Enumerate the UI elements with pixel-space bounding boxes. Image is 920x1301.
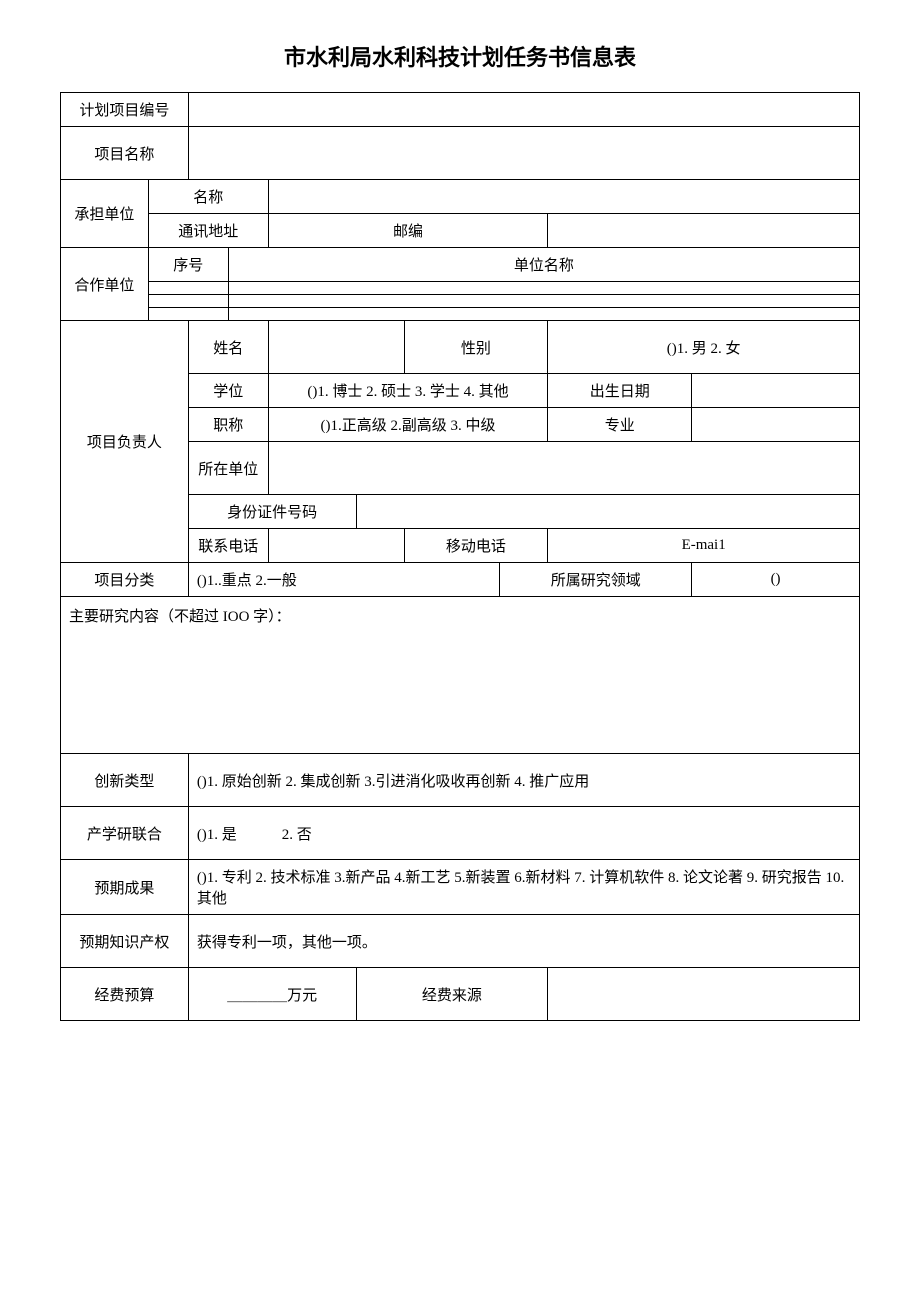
- field-research-content[interactable]: 主要研究内容（不超过 IOO 字）：: [61, 597, 860, 754]
- field-project-name[interactable]: [188, 127, 859, 180]
- field-birth-date[interactable]: [692, 374, 860, 408]
- field-coop-unit-1[interactable]: [228, 282, 859, 295]
- label-serial-number: 序号: [148, 248, 228, 282]
- field-id-number[interactable]: [356, 495, 859, 529]
- field-research-field[interactable]: (): [692, 563, 860, 597]
- field-budget-value[interactable]: ＿＿＿＿万元: [188, 968, 356, 1021]
- label-unit-name: 名称: [148, 180, 268, 214]
- label-job-title: 职称: [188, 408, 268, 442]
- label-mailing-address: 通讯地址: [148, 214, 268, 248]
- label-research-field: 所属研究领域: [500, 563, 692, 597]
- field-serial-3[interactable]: [148, 308, 228, 321]
- field-contact-phone[interactable]: [268, 529, 404, 563]
- label-gender: 性别: [404, 321, 548, 374]
- label-project-number: 计划项目编号: [61, 93, 189, 127]
- field-postal-code[interactable]: [548, 214, 860, 248]
- field-degree-options[interactable]: ()1. 博士 2. 硕士 3. 学士 4. 其他: [268, 374, 548, 408]
- label-project-category: 项目分类: [61, 563, 189, 597]
- label-cooperating-unit: 合作单位: [61, 248, 149, 321]
- label-person-name: 姓名: [188, 321, 268, 374]
- form-table: 计划项目编号 项目名称 承担单位 名称 通讯地址 邮编 合作单位 序号 单位名称…: [60, 92, 860, 1021]
- label-major: 专业: [548, 408, 692, 442]
- label-coop-unit-name: 单位名称: [228, 248, 859, 282]
- label-birth-date: 出生日期: [548, 374, 692, 408]
- label-budget: 经费预算: [61, 968, 189, 1021]
- field-project-category-options[interactable]: ()1..重点 2.一般: [188, 563, 500, 597]
- field-funding-source[interactable]: [548, 968, 860, 1021]
- label-mobile-phone: 移动电话: [404, 529, 548, 563]
- field-affiliated-unit[interactable]: [268, 442, 859, 495]
- field-expected-ip-value[interactable]: 获得专利一项，其他一项。: [188, 915, 859, 968]
- field-serial-2[interactable]: [148, 295, 228, 308]
- label-expected-ip: 预期知识产权: [61, 915, 189, 968]
- label-email: E-mai1: [548, 529, 860, 563]
- field-gender-options[interactable]: ()1. 男 2. 女: [548, 321, 860, 374]
- label-expected-results: 预期成果: [61, 860, 189, 915]
- field-expected-results-options[interactable]: ()1. 专利 2. 技术标准 3.新产品 4.新工艺 5.新装置 6.新材料 …: [188, 860, 859, 915]
- field-industry-academia-options[interactable]: ()1. 是 2. 否: [188, 807, 859, 860]
- field-major[interactable]: [692, 408, 860, 442]
- label-affiliated-unit: 所在单位: [188, 442, 268, 495]
- label-postal-code: 邮编: [268, 214, 548, 248]
- field-serial-1[interactable]: [148, 282, 228, 295]
- field-coop-unit-2[interactable]: [228, 295, 859, 308]
- label-degree: 学位: [188, 374, 268, 408]
- label-funding-source: 经费来源: [356, 968, 548, 1021]
- field-coop-unit-3[interactable]: [228, 308, 859, 321]
- label-project-leader: 项目负责人: [61, 321, 189, 563]
- label-innovation-type: 创新类型: [61, 754, 189, 807]
- label-contact-phone: 联系电话: [188, 529, 268, 563]
- form-title: 市水利局水利科技计划任务书信息表: [60, 40, 860, 72]
- label-project-name: 项目名称: [61, 127, 189, 180]
- field-job-title-options[interactable]: ()1.正高级 2.副高级 3. 中级: [268, 408, 548, 442]
- label-undertaking-unit: 承担单位: [61, 180, 149, 248]
- field-innovation-type-options[interactable]: ()1. 原始创新 2. 集成创新 3.引进消化吸收再创新 4. 推广应用: [188, 754, 859, 807]
- label-industry-academia: 产学研联合: [61, 807, 189, 860]
- field-unit-name[interactable]: [268, 180, 859, 214]
- field-person-name[interactable]: [268, 321, 404, 374]
- label-id-number: 身份证件号码: [188, 495, 356, 529]
- field-project-number[interactable]: [188, 93, 859, 127]
